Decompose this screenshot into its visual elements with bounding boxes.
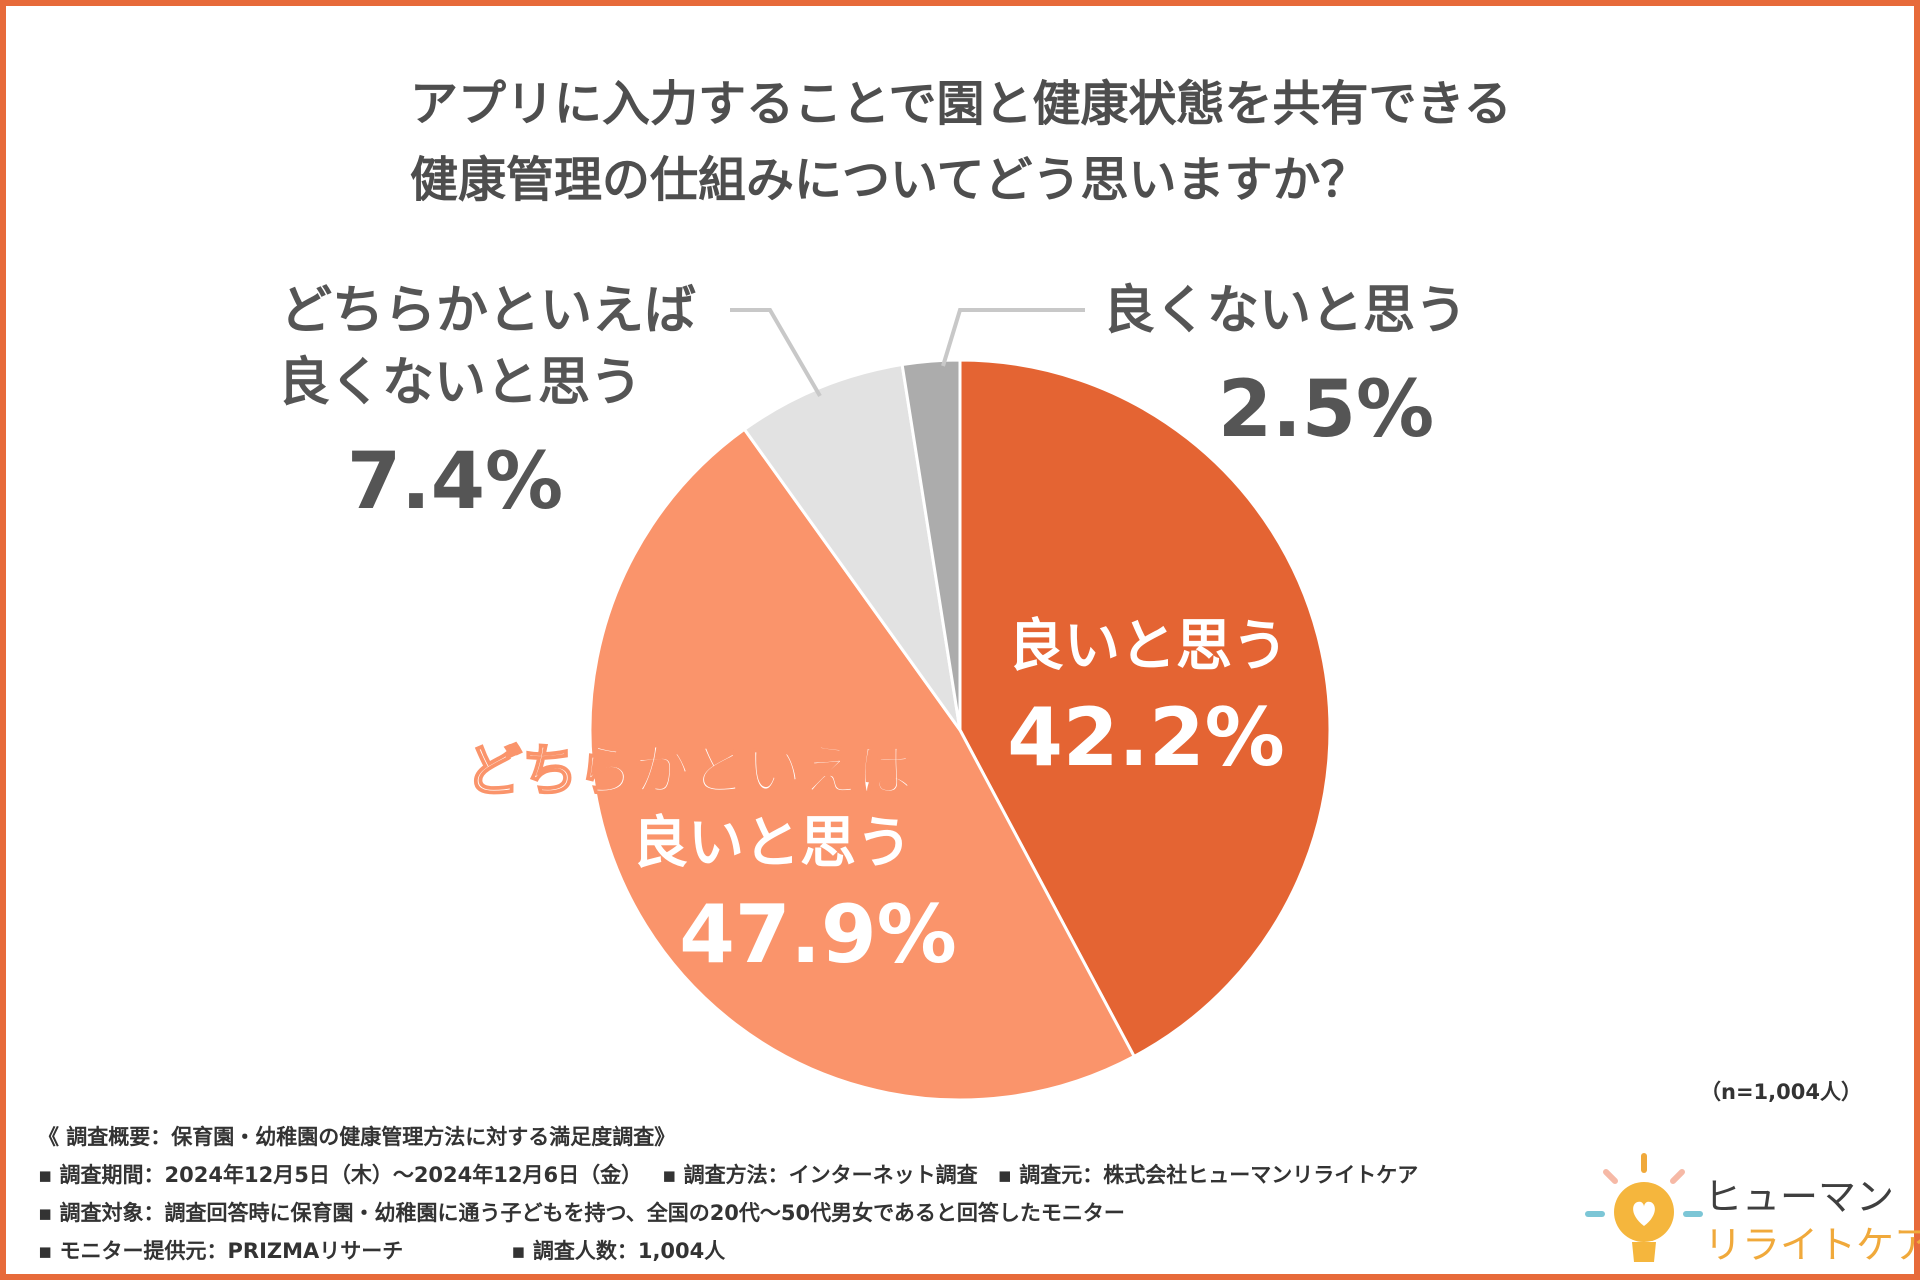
survey-overview: 《 調査概要：保育園・幼稚園の健康管理方法に対する満足度調査》 ▪ 調査期間：2… [38, 1118, 1558, 1270]
survey-target: ▪ 調査対象：調査回答時に保育園・幼稚園に通う子どもを持つ、全国の20代～50代… [38, 1201, 1125, 1225]
chart-title: アプリに入力することで園と健康状態を共有できる 健康管理の仕組みについてどう思い… [410, 66, 1512, 218]
slice-bad [900, 358, 962, 731]
slice-somewhat-bad [742, 362, 962, 731]
survey-count: ▪ 調査人数：1,004人 [511, 1239, 726, 1263]
logo-text-human: ヒューマン [1704, 1175, 1895, 1219]
sample-size: （n=1,004人） [1700, 1080, 1862, 1104]
slice-somewhat-good [588, 427, 1137, 1102]
logo-text-rewrite-care: リライトケア [1704, 1223, 1920, 1267]
survey-row-2: ▪ 調査期間：2024年12月5日（木）～2024年12月6日（金） ▪ 調査方法… [38, 1156, 1558, 1194]
value-somewhat-good: 47.9% [679, 888, 957, 981]
survey-provider: ▪ モニター提供元：PRIZMAリサーチ [38, 1239, 404, 1263]
survey-row-4: ▪ モニター提供元：PRIZMAリサーチ ▪ 調査人数：1,004人 [38, 1232, 1558, 1270]
label-somewhat-good-1: どちらかといえば [466, 739, 914, 804]
survey-source: ▪ 調査元：株式会社ヒューマンリライトケア [997, 1163, 1419, 1187]
label-good: 良いと思う [1008, 614, 1288, 679]
title-line-2: 健康管理の仕組みについてどう思いますか？ [410, 152, 1369, 208]
label-somewhat-good-2: 良いと思う [632, 811, 912, 876]
leader-line-slightly-bad [730, 308, 822, 398]
slice-good [958, 358, 1332, 1059]
value-bad: 2.5% [1218, 365, 1434, 455]
value-good: 42.2% [1007, 691, 1285, 784]
label-somewhat-bad-1: どちらかといえば [280, 281, 696, 341]
lightbulb-heart-icon [1585, 1153, 1703, 1262]
survey-method: ▪ 調査方法：インターネット調査 [662, 1163, 978, 1187]
label-bad: 良くないと思う [1103, 281, 1467, 341]
leader-line-bad [941, 308, 1085, 367]
title-line-1: アプリに入力することで園と健康状態を共有できる [410, 76, 1512, 132]
label-somewhat-bad-2: 良くないと思う [278, 353, 642, 413]
survey-period: ▪ 調査期間：2024年12月5日（木）～2024年12月6日（金） [38, 1163, 643, 1187]
company-logo: ヒューマン リライトケア [1584, 1150, 1920, 1270]
value-somewhat-bad: 7.4% [347, 437, 563, 527]
survey-heading: 《 調査概要：保育園・幼稚園の健康管理方法に対する満足度調査》 [38, 1125, 676, 1149]
